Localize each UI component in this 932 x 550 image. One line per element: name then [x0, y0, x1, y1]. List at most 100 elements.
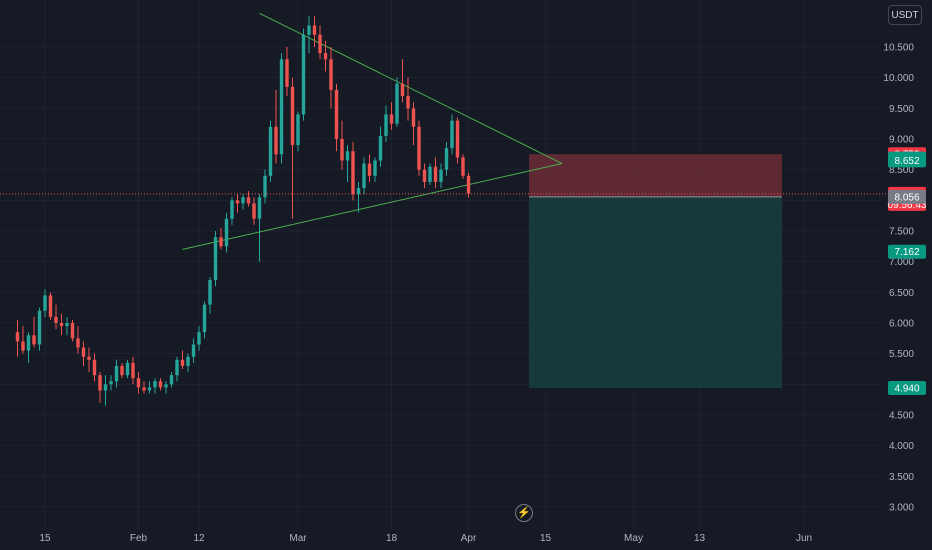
x-tick-label: 15 — [39, 533, 51, 544]
stop-loss-zone[interactable] — [529, 154, 782, 197]
candle — [48, 292, 53, 320]
candle — [428, 163, 432, 185]
y-tick-label: 10.000 — [883, 73, 914, 84]
candle — [378, 126, 383, 167]
candle — [37, 307, 42, 351]
price-tag-label: 4.940 — [894, 384, 919, 395]
candle — [136, 372, 141, 394]
candle — [21, 326, 25, 354]
y-tick-label: 4.000 — [889, 441, 914, 452]
candle — [98, 372, 102, 403]
candle — [235, 194, 240, 213]
price-axis[interactable]: 10.50010.0009.5009.0008.5008.0007.5007.0… — [883, 0, 932, 550]
lightning-icon[interactable]: ⚡ — [515, 504, 533, 522]
candle — [169, 372, 174, 388]
candle — [422, 163, 427, 189]
candle — [191, 338, 196, 363]
candle — [362, 157, 366, 195]
candle — [334, 83, 339, 152]
price-tag: 8.652 — [888, 153, 926, 168]
candle — [197, 326, 201, 351]
price-tag: 7.162 — [888, 244, 926, 259]
candle — [455, 117, 460, 164]
candle — [114, 359, 119, 388]
candle — [81, 341, 86, 366]
x-tick-label: 18 — [386, 533, 398, 544]
candle — [180, 350, 185, 369]
candle — [373, 157, 377, 182]
candle — [76, 326, 80, 354]
candle — [406, 77, 410, 121]
candle — [142, 381, 146, 394]
candle — [202, 301, 207, 339]
candle — [241, 194, 245, 210]
candle — [279, 53, 284, 164]
candle — [26, 332, 31, 363]
take-profit-zone[interactable] — [529, 196, 782, 389]
candles — [15, 16, 471, 406]
currency-button[interactable]: USDT — [888, 5, 922, 25]
candle — [395, 77, 399, 127]
candle — [345, 145, 350, 182]
candle — [268, 120, 273, 182]
candle — [367, 154, 372, 182]
candle — [323, 40, 328, 72]
upper-trendline[interactable] — [259, 12, 563, 164]
candle — [318, 25, 322, 60]
candle — [32, 316, 36, 348]
price-tag-label: 8.056 — [894, 192, 919, 203]
candle — [92, 353, 97, 382]
candle — [213, 231, 218, 287]
countdown-label: 09:56:43 — [888, 200, 927, 211]
candle — [433, 157, 438, 189]
candle — [444, 142, 449, 176]
trendlines[interactable] — [182, 12, 563, 250]
position-zones[interactable] — [529, 154, 782, 389]
candle — [246, 191, 251, 207]
candle — [15, 319, 20, 357]
y-tick-label: 5.500 — [889, 349, 914, 360]
candle — [389, 102, 394, 130]
x-tick-label: Jun — [796, 533, 812, 544]
candle — [384, 105, 388, 143]
candle — [252, 197, 256, 225]
candle — [70, 319, 75, 342]
y-tick-label: 3.000 — [889, 503, 914, 514]
candle — [351, 142, 355, 201]
x-tick-label: May — [624, 533, 643, 544]
y-tick-label: 4.500 — [889, 411, 914, 422]
candle — [131, 356, 135, 385]
candle — [411, 102, 416, 146]
x-tick-label: 12 — [193, 533, 205, 544]
y-tick-label: 3.500 — [889, 472, 914, 483]
candle — [439, 163, 443, 189]
time-axis[interactable]: 15 Feb 12 Mar 18 Apr 15 May 13 Jun — [0, 530, 932, 550]
x-tick-label: 13 — [694, 533, 706, 544]
candle — [164, 381, 168, 394]
candle — [296, 111, 300, 152]
y-tick-label: 7.500 — [889, 227, 914, 238]
candle — [224, 212, 229, 253]
candle — [285, 47, 289, 97]
candle — [186, 353, 190, 373]
y-tick-label: 10.500 — [883, 43, 914, 54]
candle — [257, 194, 262, 262]
candle — [329, 47, 333, 109]
candle — [450, 114, 454, 155]
candle — [312, 16, 317, 47]
candle — [87, 347, 91, 373]
candle — [274, 89, 278, 164]
candle — [65, 316, 69, 336]
lower-trendline[interactable] — [182, 163, 563, 250]
candle — [109, 375, 113, 391]
y-tick-label: 6.500 — [889, 288, 914, 299]
y-tick-label: 8.500 — [889, 165, 914, 176]
candle — [400, 59, 405, 103]
y-tick-label: 7.000 — [889, 257, 914, 268]
y-tick-label: 9.000 — [889, 135, 914, 146]
x-tick-label: Mar — [289, 533, 307, 544]
candle — [59, 313, 64, 336]
x-tick-label: Apr — [461, 533, 477, 544]
candle — [461, 154, 465, 179]
